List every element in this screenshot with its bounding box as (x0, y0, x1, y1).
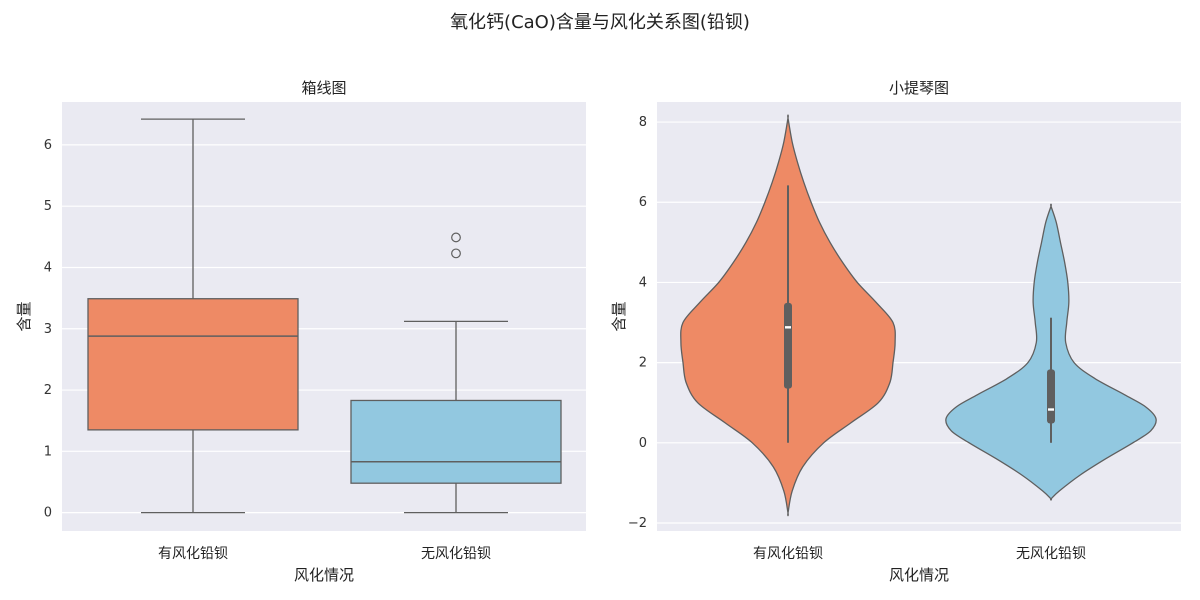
y-axis-label: 含量 (610, 301, 628, 331)
outlier-point (451, 232, 461, 243)
x-tick-label: 无风化铅钡 (1016, 546, 1086, 562)
outlier-point (451, 248, 461, 259)
x-tick-label: 有风化铅钡 (753, 546, 823, 562)
panel-title: 箱线图 (301, 79, 346, 97)
violin-median (1048, 408, 1054, 411)
y-tick-label: 5 (44, 199, 52, 214)
y-tick-label: 2 (639, 356, 647, 371)
y-tick-label: 1 (44, 444, 52, 459)
y-tick-label: 6 (639, 195, 647, 210)
panel-box (62, 102, 586, 531)
box-iqr (350, 399, 562, 484)
x-tick-label: 有风化铅钡 (158, 546, 228, 562)
x-axis-label: 风化情况 (889, 566, 949, 584)
y-tick-label: 0 (44, 506, 52, 521)
panel-title: 小提琴图 (889, 79, 949, 97)
violin-iqr (1047, 369, 1055, 424)
y-tick-label: 2 (44, 383, 52, 398)
violin-median (785, 326, 791, 329)
x-axis-label: 风化情况 (294, 566, 354, 584)
y-tick-label: 4 (44, 260, 52, 275)
figure-title: 氧化钙(CaO)含量与风化关系图(铅钡) (450, 12, 750, 33)
y-tick-label: −2 (628, 516, 647, 531)
violin-iqr (784, 302, 792, 389)
y-tick-label: 0 (639, 436, 647, 451)
y-axis-label: 含量 (15, 301, 33, 331)
box-iqr (87, 298, 299, 431)
y-tick-label: 4 (639, 275, 647, 290)
y-tick-label: 3 (44, 322, 52, 337)
panel-violin (657, 102, 1181, 531)
y-tick-label: 8 (639, 115, 647, 130)
x-tick-label: 无风化铅钡 (421, 546, 491, 562)
y-tick-label: 6 (44, 138, 52, 153)
